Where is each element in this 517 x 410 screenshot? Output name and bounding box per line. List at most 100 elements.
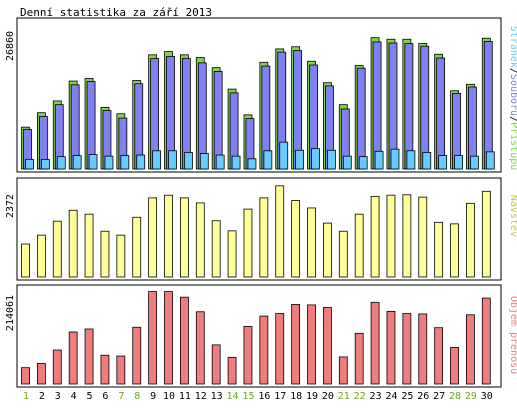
bar-bottom-day-16 bbox=[259, 315, 269, 385]
legend-files-label: Souborů bbox=[508, 74, 517, 116]
bar-bottom-day-11 bbox=[179, 296, 189, 385]
x-tick-label-day-10: 10 bbox=[163, 391, 175, 402]
bar-middle-day-1 bbox=[21, 243, 30, 278]
panel-top-ymax-label: 26860 bbox=[5, 31, 16, 61]
bar-pages-day-17 bbox=[279, 141, 289, 170]
bar-middle-day-10 bbox=[164, 194, 173, 278]
bar-pages-day-11 bbox=[183, 151, 193, 170]
chart-title: Denní statistika za září 2013 bbox=[20, 6, 212, 19]
bar-middle-day-23 bbox=[370, 195, 380, 278]
bar-files-day-26 bbox=[420, 45, 430, 170]
x-tick-label-day-17: 17 bbox=[274, 391, 286, 402]
bar-pages-day-29 bbox=[470, 155, 479, 170]
x-tick-label-day-15: 15 bbox=[242, 391, 254, 402]
x-tick-label-day-20: 20 bbox=[322, 391, 334, 402]
bar-middle-day-8 bbox=[132, 216, 142, 278]
bar-middle-day-4 bbox=[68, 209, 78, 278]
x-tick-label-day-14: 14 bbox=[227, 391, 239, 402]
bar-pages-day-26 bbox=[422, 151, 432, 170]
bar-middle-day-2 bbox=[36, 234, 46, 278]
chart-panels: 26860 Stránek/Souborů/Přístupů 2372 Návštěv… bbox=[5, 17, 517, 388]
bar-bottom-day-3 bbox=[52, 349, 62, 385]
bar-middle-day-7 bbox=[116, 234, 126, 278]
x-tick-label-day-8: 8 bbox=[134, 391, 140, 402]
x-tick-label-day-7: 7 bbox=[118, 391, 124, 402]
x-tick-label-day-24: 24 bbox=[385, 391, 397, 402]
bar-bottom-day-8 bbox=[132, 326, 142, 385]
panel-middle: 2372 Návštěv bbox=[5, 177, 517, 281]
x-tick-label-day-28: 28 bbox=[449, 391, 461, 402]
bar-bottom-day-1 bbox=[21, 367, 30, 385]
x-tick-label-day-13: 13 bbox=[211, 391, 223, 402]
bar-pages-day-21 bbox=[342, 155, 352, 170]
legend-separator: / bbox=[508, 68, 517, 74]
bar-pages-day-14 bbox=[231, 155, 241, 170]
bar-bottom-day-25 bbox=[402, 313, 412, 385]
x-tick-label-day-25: 25 bbox=[401, 391, 413, 402]
bar-bottom-day-14 bbox=[227, 356, 237, 385]
panel-top-legend: Stránek/Souborů/Přístupů bbox=[508, 26, 517, 171]
x-tick-label-day-4: 4 bbox=[71, 391, 77, 402]
bar-pages-day-18 bbox=[295, 149, 305, 170]
x-tick-label-day-5: 5 bbox=[87, 391, 93, 402]
bar-middle-day-25 bbox=[402, 194, 412, 278]
bar-bottom-day-23 bbox=[370, 301, 380, 385]
x-tick-label-day-2: 2 bbox=[39, 391, 45, 402]
bar-middle-day-20 bbox=[323, 222, 332, 278]
panel-bottom: 214061 Objem přenosu bbox=[5, 284, 517, 388]
bar-bottom-day-22 bbox=[354, 332, 364, 385]
bar-pages-day-23 bbox=[374, 150, 384, 170]
bar-pages-day-6 bbox=[104, 155, 114, 170]
bar-bottom-day-24 bbox=[386, 310, 396, 385]
bar-middle-day-3 bbox=[52, 220, 62, 278]
bar-pages-day-12 bbox=[199, 153, 209, 170]
bar-files-day-30 bbox=[483, 41, 493, 170]
x-tick-label-day-12: 12 bbox=[195, 391, 207, 402]
bar-pages-day-5 bbox=[88, 154, 98, 170]
bar-pages-day-25 bbox=[406, 150, 416, 170]
x-tick-label-day-16: 16 bbox=[258, 391, 270, 402]
x-tick-label-day-6: 6 bbox=[102, 391, 108, 402]
x-axis-day-labels: 1 2 3 4 5 6 7 8 9 10 11 12 13 14 15 16 17 18 19 20 21 22 23 24 2… bbox=[23, 391, 493, 402]
bar-pages-day-7 bbox=[120, 155, 130, 170]
bar-pages-day-10 bbox=[168, 150, 177, 170]
panel-middle-ymax-label: 2372 bbox=[5, 194, 16, 218]
bar-middle-day-26 bbox=[418, 196, 428, 278]
bar-middle-day-21 bbox=[338, 230, 348, 278]
bar-files-day-25 bbox=[404, 43, 414, 170]
bar-pages-day-8 bbox=[136, 154, 146, 170]
bar-middle-day-5 bbox=[84, 213, 94, 278]
bar-pages-day-19 bbox=[311, 148, 320, 170]
bar-bottom-day-12 bbox=[195, 311, 205, 385]
bar-middle-day-17 bbox=[275, 185, 285, 278]
bar-bottom-day-6 bbox=[100, 354, 110, 385]
bar-middle-day-11 bbox=[179, 197, 189, 278]
bar-middle-day-6 bbox=[100, 230, 110, 278]
bar-middle-day-15 bbox=[243, 208, 253, 278]
panel-top: 26860 Stránek/Souborů/Přístupů bbox=[5, 17, 517, 173]
bar-middle-day-18 bbox=[291, 200, 301, 278]
bar-middle-day-29 bbox=[466, 202, 475, 278]
bar-middle-day-24 bbox=[386, 194, 396, 278]
bar-pages-day-30 bbox=[485, 151, 495, 170]
bar-pages-day-15 bbox=[247, 158, 257, 170]
x-tick-label-day-9: 9 bbox=[150, 391, 156, 402]
bar-bottom-day-2 bbox=[36, 362, 46, 385]
legend-separator: / bbox=[508, 116, 517, 122]
panel-middle-legend: Návštěv bbox=[508, 195, 517, 237]
bar-bottom-day-19 bbox=[307, 304, 316, 385]
bar-middle-day-12 bbox=[195, 202, 205, 278]
bar-files-day-27 bbox=[436, 57, 446, 170]
legend-pages-label: Stránek bbox=[508, 26, 517, 68]
x-tick-label-day-23: 23 bbox=[370, 391, 382, 402]
bar-bottom-day-13 bbox=[211, 344, 221, 385]
bar-bottom-day-18 bbox=[291, 304, 301, 385]
panel-bottom-ymax-label: 214061 bbox=[5, 295, 16, 331]
bar-pages-day-24 bbox=[390, 148, 400, 170]
x-tick-label-day-26: 26 bbox=[417, 391, 429, 402]
x-tick-label-day-1: 1 bbox=[23, 391, 29, 402]
bar-bottom-day-15 bbox=[243, 326, 253, 385]
bar-pages-day-9 bbox=[152, 150, 162, 170]
bar-bottom-day-21 bbox=[338, 356, 348, 385]
